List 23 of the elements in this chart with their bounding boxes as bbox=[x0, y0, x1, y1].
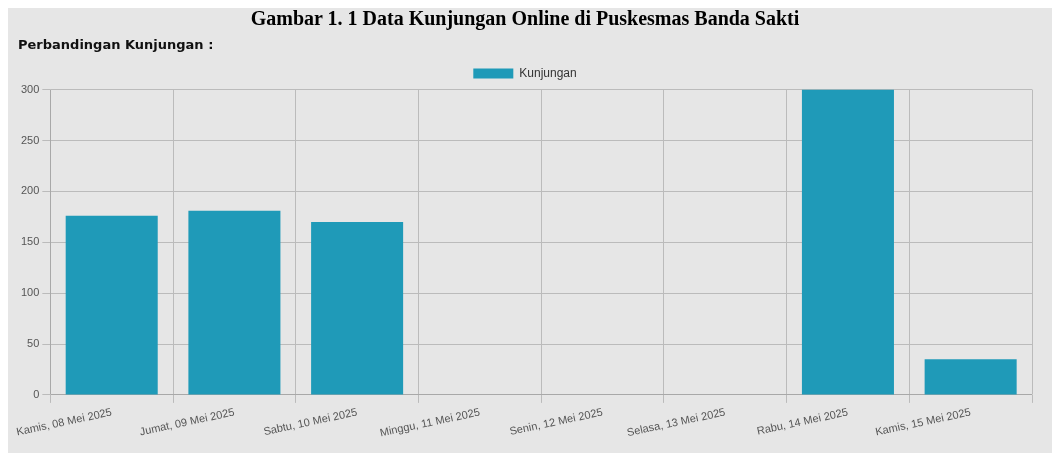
bar bbox=[924, 359, 1017, 395]
y-tick-label: 200 bbox=[20, 184, 40, 197]
x-tick-label: Jumat, 09 Mei 2025 bbox=[138, 405, 236, 438]
chart-subtitle: Perbandingan Kunjungan : bbox=[18, 37, 214, 53]
bar bbox=[311, 221, 404, 395]
y-tick-label: 250 bbox=[20, 133, 40, 146]
bar bbox=[65, 215, 158, 395]
y-tick-label: 150 bbox=[20, 235, 40, 248]
x-tick-label: Sabtu, 10 Mei 2025 bbox=[262, 405, 359, 438]
x-tick-label: Selasa, 13 Mei 2025 bbox=[625, 405, 727, 439]
chart-title: Gambar 1. 1 Data Kunjungan Online di Puskesmas Banda Sakti bbox=[250, 7, 800, 31]
y-tick-label: 300 bbox=[20, 82, 40, 95]
x-tick-label: Rabu, 14 Mei 2025 bbox=[755, 405, 849, 437]
x-tick-label: Kamis, 15 Mei 2025 bbox=[874, 405, 972, 438]
x-tick-label: Minggu, 11 Mei 2025 bbox=[378, 405, 481, 439]
y-tick-label: 100 bbox=[20, 286, 40, 299]
x-tick-label: Senin, 12 Mei 2025 bbox=[508, 405, 604, 437]
x-tick-label: Kamis, 08 Mei 2025 bbox=[15, 405, 113, 438]
bar bbox=[801, 89, 894, 395]
legend-label: Kunjungan bbox=[519, 65, 577, 80]
bar bbox=[188, 210, 281, 395]
y-tick-label: 50 bbox=[27, 337, 40, 350]
y-tick-label: 0 bbox=[33, 387, 40, 400]
